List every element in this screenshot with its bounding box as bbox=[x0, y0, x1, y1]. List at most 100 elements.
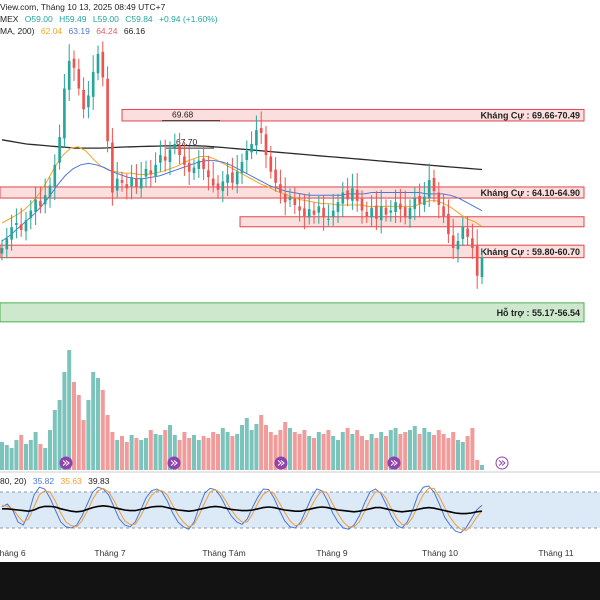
candle-body bbox=[240, 162, 244, 174]
x-axis-label: Tháng 11 bbox=[538, 548, 574, 558]
volume-bar bbox=[235, 434, 240, 470]
osc-val-2: 35.63 bbox=[60, 476, 82, 486]
candle-body bbox=[149, 170, 153, 175]
header-line-3: MA, 200) 62.04 63.19 64.24 66.16 bbox=[0, 26, 149, 36]
volume-bar bbox=[163, 430, 168, 470]
volume-bar bbox=[148, 430, 153, 470]
volume-bar bbox=[24, 444, 28, 470]
header-high: H59.49 bbox=[59, 14, 87, 24]
x-axis-label: Tháng 10 bbox=[422, 548, 458, 558]
oscillator-band bbox=[0, 492, 600, 528]
candle-body bbox=[216, 183, 220, 190]
candle-body bbox=[235, 171, 239, 185]
volume-bar bbox=[456, 440, 460, 470]
candle-body bbox=[15, 223, 18, 226]
candle-body bbox=[53, 164, 57, 187]
header-title: View.com, Tháng 10 13, 2025 08:49 UTC+7 bbox=[0, 2, 166, 12]
volume-bar bbox=[9, 448, 14, 470]
event-marker-icon bbox=[62, 460, 70, 466]
volume-bar bbox=[14, 440, 19, 470]
volume-bar bbox=[417, 434, 422, 470]
volume-bar bbox=[288, 428, 292, 470]
candle-body bbox=[87, 95, 90, 108]
zone-box-0 bbox=[121, 108, 585, 122]
volume-bar bbox=[86, 400, 91, 470]
volume-bar bbox=[283, 422, 288, 470]
candle-body bbox=[77, 69, 81, 89]
volume-bar bbox=[441, 434, 446, 470]
zone-box-4 bbox=[0, 302, 585, 323]
candle-body bbox=[0, 247, 4, 254]
header-open: O59.00 bbox=[24, 14, 53, 24]
oscillator-d-line bbox=[1, 487, 483, 531]
candle-body bbox=[403, 207, 407, 218]
candle-body bbox=[312, 210, 316, 215]
candle-body bbox=[360, 198, 364, 211]
volume-bar bbox=[331, 436, 336, 470]
zone-label-4: Hỗ trợ : 55.17-56.54 bbox=[497, 308, 580, 318]
candle-body bbox=[384, 207, 388, 215]
volume-bar bbox=[388, 430, 393, 470]
volume-bar bbox=[350, 434, 355, 470]
candle-body bbox=[226, 174, 229, 183]
osc-val-1: 35.82 bbox=[32, 476, 55, 486]
candle-body bbox=[130, 177, 133, 187]
ma-value-2: 63.19 bbox=[68, 26, 90, 36]
volume-bar bbox=[211, 432, 216, 470]
volume-bar bbox=[393, 428, 398, 470]
candle-body bbox=[379, 206, 383, 221]
candle-body bbox=[91, 71, 95, 97]
candle-body bbox=[192, 167, 196, 174]
volume-bar bbox=[398, 434, 403, 470]
volume-bar bbox=[259, 415, 264, 470]
volume-bar bbox=[120, 436, 124, 470]
volume-bar bbox=[62, 372, 67, 470]
volume-bar bbox=[278, 430, 283, 470]
volume-bar bbox=[292, 432, 297, 470]
candle-body bbox=[183, 156, 186, 165]
candle-body bbox=[173, 143, 177, 148]
candle-body bbox=[303, 208, 306, 217]
candle-body bbox=[10, 227, 13, 240]
event-marker-icon bbox=[170, 460, 178, 466]
candle-body bbox=[346, 190, 349, 200]
header-low: L59.00 bbox=[92, 14, 119, 24]
volume-bar bbox=[408, 430, 412, 470]
candle-body bbox=[221, 181, 225, 192]
candle-body bbox=[34, 199, 37, 212]
volume-bar bbox=[369, 434, 374, 470]
candle-body bbox=[427, 180, 431, 199]
candle-body bbox=[245, 150, 249, 160]
candle-body bbox=[480, 257, 484, 278]
volume-bar bbox=[168, 425, 172, 470]
candle-body bbox=[423, 196, 426, 205]
volume-bar bbox=[124, 442, 129, 470]
volume-bar bbox=[297, 434, 302, 470]
candle-body bbox=[178, 145, 181, 156]
volume-bar bbox=[172, 435, 177, 470]
volume-bar bbox=[374, 438, 379, 470]
bottom-toolbar bbox=[0, 562, 600, 600]
volume-bar bbox=[19, 435, 24, 470]
volume-bar bbox=[196, 440, 201, 470]
candle-body bbox=[471, 238, 474, 248]
volume-bar bbox=[244, 418, 249, 470]
volume-bar bbox=[52, 410, 57, 470]
zone-label-0: Kháng Cự : 69.66-70.49 bbox=[480, 111, 580, 121]
volume-bar bbox=[336, 440, 340, 470]
volume-bar bbox=[436, 430, 441, 470]
volume-bar bbox=[273, 435, 278, 470]
volume-bar bbox=[312, 438, 316, 470]
oscillator-header: 80, 20) 35.82 35.63 39.83 bbox=[0, 476, 113, 486]
volume-bar bbox=[139, 440, 144, 470]
volume-bar bbox=[158, 435, 163, 470]
candle-body bbox=[5, 238, 9, 250]
volume-bar bbox=[72, 382, 76, 470]
x-axis-label: Tháng 9 bbox=[316, 548, 347, 558]
volume-bar bbox=[67, 350, 72, 470]
volume-bar bbox=[76, 395, 81, 470]
candle-body bbox=[269, 156, 273, 172]
candle-body bbox=[432, 177, 436, 192]
zone-label-1: Kháng Cự : 64.10-64.90 bbox=[480, 188, 580, 198]
